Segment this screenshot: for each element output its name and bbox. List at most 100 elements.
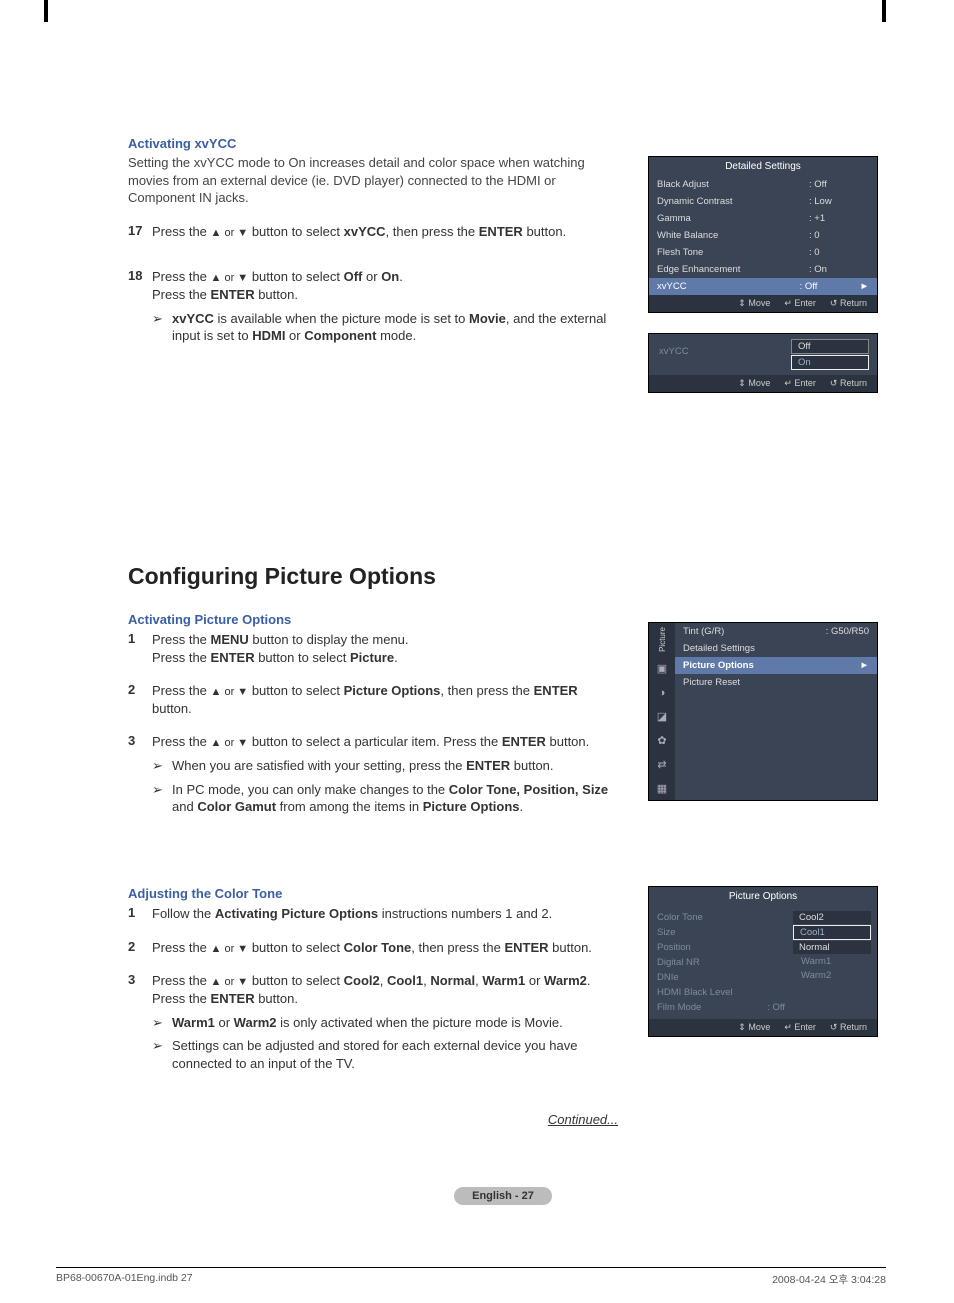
note: ➢ xvYCC is available when the picture mo…: [152, 310, 618, 345]
osd-label: DNIe: [657, 970, 785, 985]
step-body: Press the ▲ or ▼ button to select xvYCC,…: [152, 223, 618, 241]
osd-footer: ⇕ Move ↵ Enter ↺ Return: [649, 1019, 877, 1036]
channel-icon: ◪: [655, 710, 669, 724]
osd-xvycc-select: xvYCC Off On ⇕ Move ↵ Enter ↺ Return: [648, 333, 878, 393]
section-title: Activating xvYCC: [128, 136, 618, 151]
updown-icon: ▲ or ▼: [211, 227, 249, 239]
sound-icon: ◑: [655, 686, 669, 700]
enter-icon: ↵: [784, 298, 792, 309]
osd-sidebar: Picture ▣ ◑ ◪ ✿ ⇄ ▦: [649, 623, 675, 800]
updown-icon: ▲ or ▼: [211, 976, 249, 988]
osd-row-highlighted: Picture Options►: [675, 657, 877, 674]
return-label: ↺ Return: [830, 298, 867, 309]
osd-title: Detailed Settings: [649, 157, 877, 176]
step-1: 1 Press the MENU button to display the m…: [128, 631, 618, 666]
step-3: 3 Press the ▲ or ▼ button to select a pa…: [128, 733, 618, 815]
osd-row: Gamma: +1: [649, 210, 877, 227]
page-number-pill: English - 27: [454, 1187, 552, 1205]
updown-icon: ▲ or ▼: [211, 737, 249, 749]
osd-label: Digital NR: [657, 955, 785, 970]
osd-footer: ⇕ Move ↵ Enter ↺ Return: [649, 375, 877, 392]
step-number: 18: [128, 268, 152, 344]
crop-mark-right: [882, 0, 886, 22]
move-label: ⇕ Move: [738, 298, 770, 309]
step-2: 2 Press the ▲ or ▼ button to select Pict…: [128, 682, 618, 717]
arrow-icon: ➢: [152, 781, 172, 816]
osd-row: Edge Enhancement: On: [649, 261, 877, 278]
page-footer: English - 27: [128, 1187, 878, 1205]
osd-picture-menu: Picture ▣ ◑ ◪ ✿ ⇄ ▦ Tint (G/R): G50/R50 …: [648, 622, 878, 801]
play-icon: ►: [860, 281, 869, 292]
step-number: 17: [128, 223, 152, 241]
enter-label: ↵ Enter: [784, 298, 816, 309]
page-content: Activating xvYCC Setting the xvYCC mode …: [128, 136, 878, 1205]
meta-filename: BP68-00670A-01Eng.indb 27: [56, 1272, 193, 1287]
continued-label: Continued...: [128, 1112, 618, 1127]
intro-text: Setting the xvYCC mode to On increases d…: [128, 154, 618, 207]
move-icon: ⇕: [738, 378, 746, 389]
option-warm1: Warm1: [793, 955, 871, 968]
option-warm2: Warm2: [793, 969, 871, 982]
updown-icon: ▲ or ▼: [211, 272, 249, 284]
option-cool2: Cool2: [793, 911, 871, 924]
option-on: On: [791, 355, 869, 370]
app-icon: ▦: [655, 782, 669, 796]
osd-label: xvYCC: [649, 334, 699, 375]
section-picture-options: Activating Picture Options 1 Press the M…: [128, 612, 618, 816]
meta-footer: BP68-00670A-01Eng.indb 27 2008-04-24 오후 …: [56, 1267, 886, 1287]
osd-row: xvYCC: Off►: [649, 278, 877, 295]
osd-column-mid: Picture ▣ ◑ ◪ ✿ ⇄ ▦ Tint (G/R): G50/R50 …: [648, 612, 878, 801]
arrow-icon: ➢: [152, 310, 172, 345]
move-icon: ⇕: [738, 298, 746, 309]
step-3: 3 Press the ▲ or ▼ button to select Cool…: [128, 972, 618, 1072]
move-icon: ⇕: [738, 1022, 746, 1033]
osd-row: Dynamic Contrast: Low: [649, 193, 877, 210]
osd-label: Position: [657, 940, 785, 955]
osd-picture-options: Picture Options Color ToneSizePositionDi…: [648, 886, 878, 1037]
step-2: 2 Press the ▲ or ▼ button to select Colo…: [128, 939, 618, 957]
return-icon: ↺: [830, 1022, 838, 1033]
picture-icon: ▣: [655, 662, 669, 676]
meta-timestamp: 2008-04-24 오후 3:04:28: [772, 1272, 886, 1287]
updown-icon: ▲ or ▼: [211, 943, 249, 955]
osd-row: Tint (G/R): G50/R50: [675, 623, 877, 640]
osd-row: White Balance: 0: [649, 227, 877, 244]
osd-label: Film Mode: Off: [657, 1000, 785, 1015]
option-normal: Normal: [793, 941, 871, 954]
arrow-icon: ➢: [152, 757, 172, 775]
setup-icon: ✿: [655, 734, 669, 748]
enter-icon: ↵: [784, 378, 792, 389]
section-xvycc: Activating xvYCC Setting the xvYCC mode …: [128, 136, 618, 345]
section-title: Adjusting the Color Tone: [128, 886, 618, 901]
step-17: 17 Press the ▲ or ▼ button to select xvY…: [128, 223, 618, 241]
osd-label: HDMI Black Level: [657, 985, 785, 1000]
return-icon: ↺: [830, 298, 838, 309]
option-cool1: Cool1: [793, 925, 871, 940]
arrow-icon: ➢: [152, 1014, 172, 1032]
step-1: 1 Follow the Activating Picture Options …: [128, 905, 618, 923]
enter-icon: ↵: [784, 1022, 792, 1033]
page-heading: Configuring Picture Options: [128, 563, 878, 590]
osd-row: Picture Reset: [675, 674, 877, 691]
osd-column-top: Detailed Settings Black Adjust: OffDynam…: [648, 136, 878, 393]
osd-column-bottom: Picture Options Color ToneSizePositionDi…: [648, 886, 878, 1037]
osd-title: Picture Options: [649, 887, 877, 906]
option-off: Off: [791, 339, 869, 354]
osd-label: Size: [657, 925, 785, 940]
arrow-icon: ➢: [152, 1037, 172, 1072]
osd-row: Flesh Tone: 0: [649, 244, 877, 261]
osd-label: Color Tone: [657, 910, 785, 925]
step-18: 18 Press the ▲ or ▼ button to select Off…: [128, 268, 618, 344]
crop-mark-left: [44, 0, 48, 22]
section-color-tone: Adjusting the Color Tone 1 Follow the Ac…: [128, 886, 618, 1072]
return-icon: ↺: [830, 378, 838, 389]
osd-row: Detailed Settings: [675, 640, 877, 657]
osd-footer: ⇕ Move ↵ Enter ↺ Return: [649, 295, 877, 312]
sidebar-label: Picture: [658, 627, 667, 652]
step-body: Press the ▲ or ▼ button to select Off or…: [152, 268, 618, 344]
updown-icon: ▲ or ▼: [211, 686, 249, 698]
play-icon: ►: [860, 660, 869, 671]
section-title: Activating Picture Options: [128, 612, 618, 627]
input-icon: ⇄: [655, 758, 669, 772]
osd-row: Black Adjust: Off: [649, 176, 877, 193]
